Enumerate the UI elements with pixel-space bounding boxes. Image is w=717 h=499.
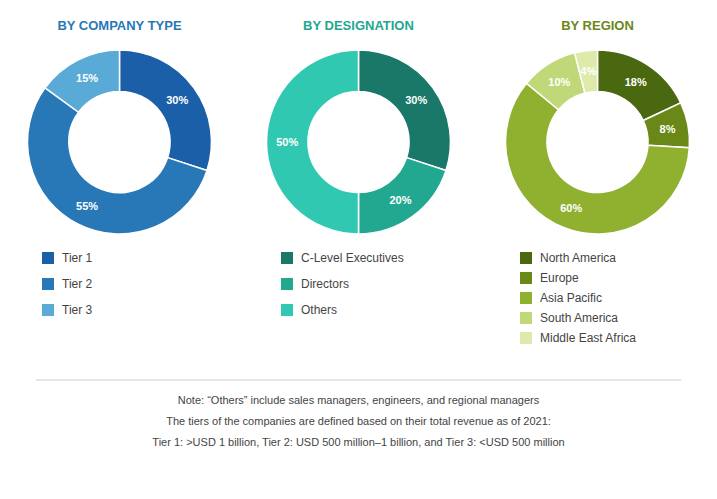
legend-swatch [281,304,293,316]
data-label: 18% [625,76,647,88]
legend-label: Middle East Africa [540,331,636,345]
legend-swatch [520,292,532,304]
donut-slice [27,88,206,234]
donut-slice [506,83,690,234]
data-label: 50% [276,136,298,148]
note: The tiers of the companies are defined b… [166,415,551,427]
donut-chart: BY REGION 18% 8% 60% 10% 4% North America Europ… [506,18,690,345]
legend-label: Asia Pacific [540,291,602,305]
data-labels: 30% 20% 50% [276,94,427,206]
legend-swatch [42,304,54,316]
legend-swatch [520,252,532,264]
legend-swatch [520,312,532,324]
legend-label: South America [540,311,618,325]
data-label: 55% [76,200,98,212]
note: Note: “Others” include sales managers, e… [178,394,540,406]
chart-title: BY REGION [561,18,634,33]
separator [36,380,681,381]
data-label: 20% [389,194,411,206]
legend-swatch [281,278,293,290]
slices [506,50,690,234]
chart-title: BY COMPANY TYPE [57,18,182,33]
legend: Tier 1 Tier 2 Tier 3 [42,251,93,317]
background [0,0,717,499]
donut-slice [359,50,451,170]
data-label: 30% [166,94,188,106]
legend-label: North America [540,251,616,265]
data-labels: 18% 8% 60% 10% 4% [548,65,675,214]
legend: North America Europe Asia Pacific South Ame… [520,251,636,345]
legend-swatch [42,278,54,290]
data-label: 10% [548,76,570,88]
note: Tier 1: >USD 1 billion, Tier 2: USD 500 … [152,436,564,448]
legend-swatch [281,252,293,264]
slices [267,50,451,234]
legend-swatch [42,252,54,264]
figure: BY COMPANY TYPE30%55%15%Tier 1Tier 2Tier… [0,0,717,499]
slices [27,50,211,234]
legend-label: Europe [540,271,579,285]
legend-label: Tier 3 [62,303,93,317]
donut-slice [45,50,119,112]
legend: C-Level Executives Directors Others [281,251,404,317]
donut-chart: BY DESIGNATION 30% 20% 50% C-Level Executive… [267,18,451,317]
data-label: 30% [405,94,427,106]
data-label: 60% [560,202,582,214]
legend-label: C-Level Executives [301,251,404,265]
donut-slice [120,50,212,170]
legend-label: Tier 2 [62,277,93,291]
donut-slice [643,103,689,148]
donut-slice [359,158,446,234]
data-label: 8% [660,123,676,135]
legend-swatch [520,332,532,344]
legend-label: Directors [301,277,349,291]
donut-chart: BY COMPANY TYPE30%55%15%Tier 1Tier 2Tier… [27,18,211,317]
donut-slice [575,50,598,93]
legend-swatch [520,272,532,284]
data-label: 4% [581,65,597,77]
legend-label: Others [301,303,337,317]
donut-slice [267,50,359,234]
data-labels: 30% 55% 15% [76,72,188,211]
notes: Note: “Others” include sales managers, e… [152,394,564,448]
chart-title: BY DESIGNATION [303,18,414,33]
data-label: 15% [76,72,98,84]
legend-label: Tier 1 [62,251,93,265]
